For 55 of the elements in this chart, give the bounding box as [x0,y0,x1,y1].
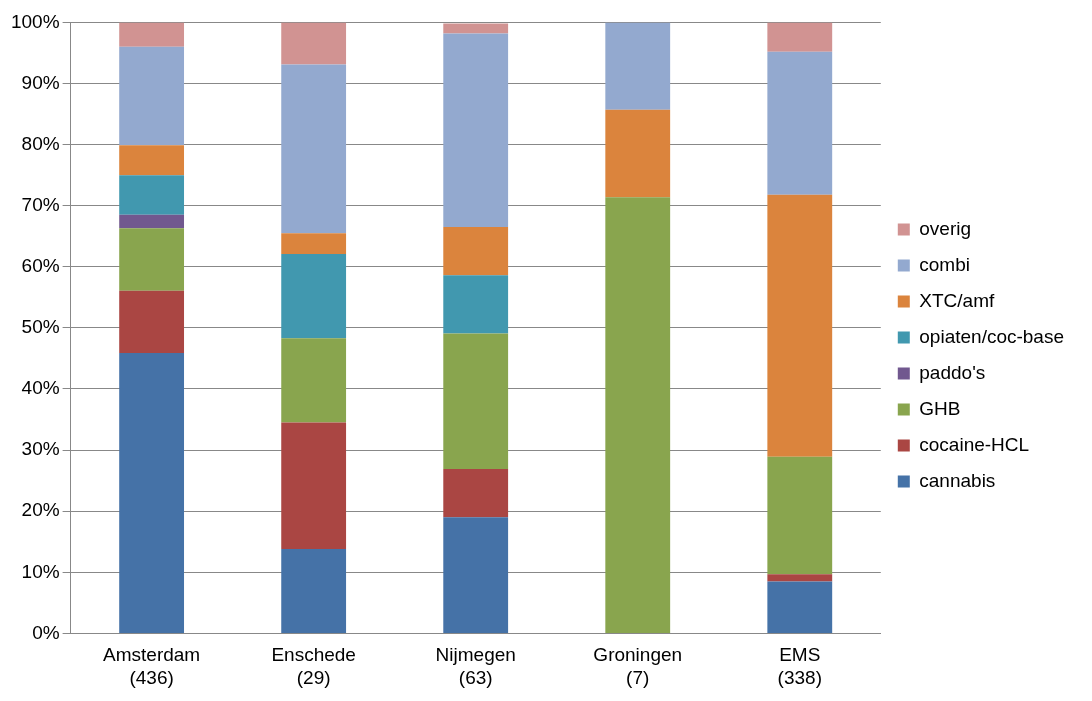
y-tick-label: 100% [10,10,60,32]
bar [443,333,509,470]
bar [281,338,347,423]
bar [119,290,185,353]
y-tick-label: 50% [21,316,60,338]
y-tick-label: 90% [21,71,60,93]
bar [281,422,347,550]
bar [281,253,347,339]
bar [443,517,509,633]
bar [443,275,509,334]
bar [119,352,185,633]
bar [767,456,833,575]
bar [443,33,509,228]
x-tick-label: Amsterdam (436) [103,644,201,688]
bar [119,46,185,146]
bar [281,64,347,234]
bar [443,23,509,34]
legend-label: cannabis [919,469,996,491]
bar [767,194,833,457]
x-tick-label: Enschede (29) [271,644,356,688]
bar [119,214,185,229]
legend-label: combi [919,253,970,275]
bar [605,22,671,110]
y-tick-label: 20% [21,499,60,521]
bar [281,549,347,633]
x-tick-label: EMS (338) [777,644,822,688]
bar [443,227,509,276]
bar [119,228,185,291]
bar [119,175,185,215]
bar [605,109,671,198]
bar [119,145,185,176]
bar [281,233,347,254]
legend-label: overig [919,217,972,239]
y-tick-label: 80% [21,132,60,154]
x-tick-label: Nijmegen (63) [435,644,516,688]
legend-label: XTC/amf [919,289,995,311]
bar [767,51,833,195]
bar [767,22,833,52]
y-tick-label: 40% [21,377,60,399]
legend-label: cocaine-HCL [919,433,1030,455]
y-tick-label: 70% [21,193,60,215]
bar [767,581,833,633]
x-tick-label: Groningen (7) [593,644,683,688]
legend-label: opiaten/coc-base [919,325,1065,347]
bar [605,197,671,633]
y-tick-label: 60% [21,255,60,277]
bar [119,22,185,47]
legend-label: GHB [919,397,961,419]
bar [767,574,833,582]
y-tick-label: 0% [32,621,60,643]
bar [281,22,347,65]
y-tick-label: 30% [21,438,60,460]
legend-label: paddo's [919,361,986,383]
y-tick-label: 10% [21,560,60,582]
bar [443,469,509,518]
